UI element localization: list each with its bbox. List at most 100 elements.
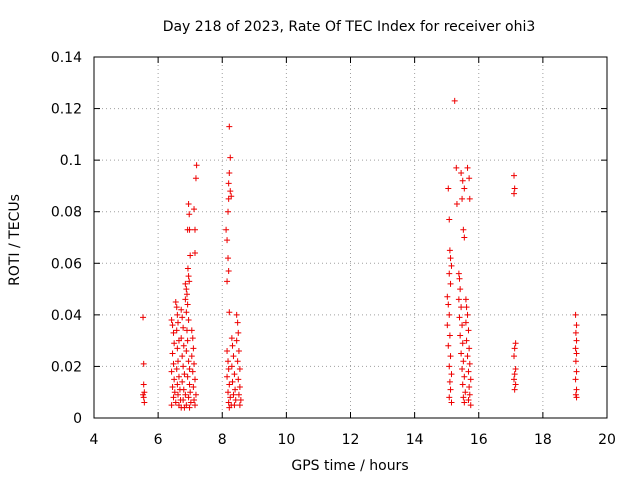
data-point [447, 386, 454, 393]
data-point [172, 399, 179, 406]
data-point [462, 319, 469, 326]
y-axis-label: ROTI / TECUs [7, 194, 23, 286]
data-point [466, 175, 473, 182]
data-point [461, 373, 468, 380]
data-point [235, 347, 242, 354]
data-point [573, 322, 580, 329]
data-point [462, 389, 469, 396]
data-point [460, 358, 467, 365]
data-point [236, 384, 243, 391]
data-point [227, 188, 234, 195]
data-point [463, 337, 470, 344]
data-point [224, 347, 231, 354]
data-point [512, 366, 519, 373]
data-point [455, 270, 462, 277]
data-point [140, 394, 147, 401]
data-point [140, 314, 147, 321]
chart-title: Day 218 of 2023, Rate Of TEC Index for r… [163, 19, 536, 35]
data-point [446, 378, 453, 385]
data-point [458, 350, 465, 357]
data-point [448, 262, 455, 269]
data-point [181, 404, 188, 411]
data-point [191, 360, 198, 367]
data-point [225, 195, 232, 202]
data-point [511, 345, 518, 352]
data-point [192, 391, 199, 398]
data-point [446, 270, 453, 277]
data-point [188, 353, 195, 360]
data-point [573, 386, 580, 393]
data-point [182, 296, 189, 303]
data-point [171, 389, 178, 396]
data-point [512, 381, 519, 388]
data-point [444, 322, 451, 329]
data-point [466, 195, 473, 202]
data-point [186, 381, 193, 388]
data-point [180, 342, 187, 349]
data-point [171, 376, 178, 383]
data-point [191, 206, 198, 213]
data-point [191, 402, 198, 409]
data-point [234, 319, 241, 326]
data-point [459, 340, 466, 347]
data-point [225, 180, 232, 187]
data-point [224, 237, 231, 244]
data-point [140, 360, 147, 367]
y-tick-label: 0.06 [51, 256, 82, 272]
data-point [172, 298, 179, 305]
data-point [173, 304, 180, 311]
x-tick-label: 16 [470, 432, 488, 448]
data-point [463, 304, 470, 311]
data-point [225, 389, 232, 396]
data-point [183, 309, 190, 316]
data-point [140, 391, 147, 398]
data-point [184, 337, 191, 344]
data-point [230, 391, 237, 398]
data-point [192, 175, 199, 182]
data-point [451, 97, 458, 104]
x-tick-label: 12 [342, 432, 360, 448]
data-point [456, 314, 463, 321]
data-point [445, 185, 452, 192]
x-axis-label: GPS time / hours [291, 458, 408, 474]
x-tick-label: 10 [277, 432, 295, 448]
data-point [185, 358, 192, 365]
data-point [461, 185, 468, 192]
data-point [465, 327, 472, 334]
data-point [466, 391, 473, 398]
data-point [231, 402, 238, 409]
data-point [174, 345, 181, 352]
data-point [185, 317, 192, 324]
data-point [511, 376, 518, 383]
data-point [464, 353, 471, 360]
data-point [446, 394, 453, 401]
data-point [227, 394, 234, 401]
data-point [187, 389, 194, 396]
data-point [169, 384, 176, 391]
x-tick-label: 6 [154, 432, 163, 448]
data-point [446, 332, 453, 339]
data-point [572, 391, 579, 398]
data-point [447, 255, 454, 262]
data-point [141, 389, 148, 396]
data-point [232, 386, 239, 393]
data-point [512, 340, 519, 347]
data-point [447, 353, 454, 360]
data-point [182, 280, 189, 287]
data-point [174, 311, 181, 318]
y-tick-label: 0.04 [51, 308, 82, 324]
data-point [179, 353, 186, 360]
data-point [445, 342, 452, 349]
data-point [453, 164, 460, 171]
data-point [185, 394, 192, 401]
data-point [224, 373, 231, 380]
data-point [183, 347, 190, 354]
data-point [226, 170, 233, 177]
data-point [191, 396, 198, 403]
data-point [573, 394, 580, 401]
data-point [461, 399, 468, 406]
data-point [448, 399, 455, 406]
data-point [573, 337, 580, 344]
data-point [235, 329, 242, 336]
data-point [460, 226, 467, 233]
